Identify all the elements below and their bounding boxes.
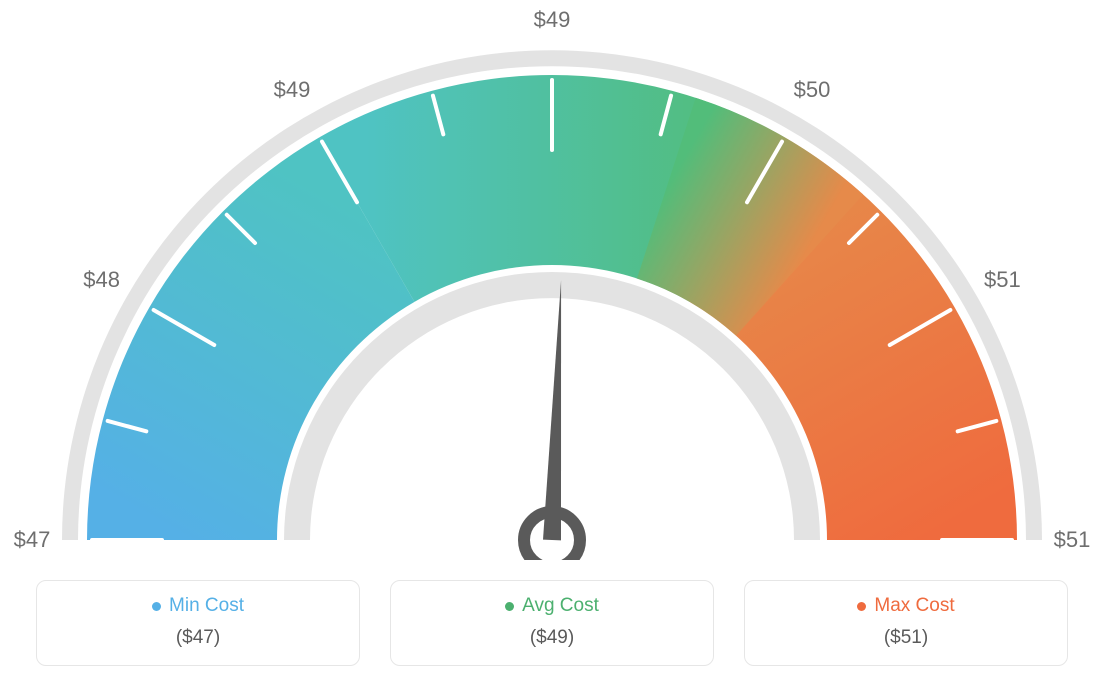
- gauge-needle: [543, 280, 561, 540]
- legend-value: ($51): [755, 627, 1057, 649]
- chart-container: $47 $48 $49 $49 $50 $51 $51 Min Cost ($47) Avg C…: [0, 0, 1104, 690]
- gauge-tick-label: $48: [83, 267, 120, 293]
- legend-card: Avg Cost ($49): [390, 580, 714, 666]
- legend-value: ($49): [401, 627, 703, 649]
- legend-row: Min Cost ($47) Avg Cost ($49) Max Cost ($51): [36, 580, 1068, 666]
- gauge-tick-label: $51: [984, 267, 1021, 293]
- legend-card: Min Cost ($47): [36, 580, 360, 666]
- gauge-tick-label: $47: [14, 527, 51, 553]
- legend-card: Max Cost ($51): [744, 580, 1068, 666]
- legend-label: Avg Cost: [522, 595, 599, 617]
- legend-dot-icon: [505, 602, 514, 611]
- gauge-area: $47 $48 $49 $49 $50 $51 $51: [0, 0, 1104, 560]
- gauge-tick-label: $49: [274, 77, 311, 103]
- legend-dot-icon: [152, 602, 161, 611]
- gauge-tick-label: $49: [534, 7, 571, 33]
- legend-title: Max Cost: [857, 595, 954, 617]
- gauge-tick-label: $50: [794, 77, 831, 103]
- gauge-tick-label: $51: [1054, 527, 1091, 553]
- legend-dot-icon: [857, 602, 866, 611]
- legend-title: Min Cost: [152, 595, 244, 617]
- legend-title: Avg Cost: [505, 595, 599, 617]
- gauge-svg: [0, 0, 1104, 560]
- legend-label: Min Cost: [169, 595, 244, 617]
- legend-value: ($47): [47, 627, 349, 649]
- legend-label: Max Cost: [874, 595, 954, 617]
